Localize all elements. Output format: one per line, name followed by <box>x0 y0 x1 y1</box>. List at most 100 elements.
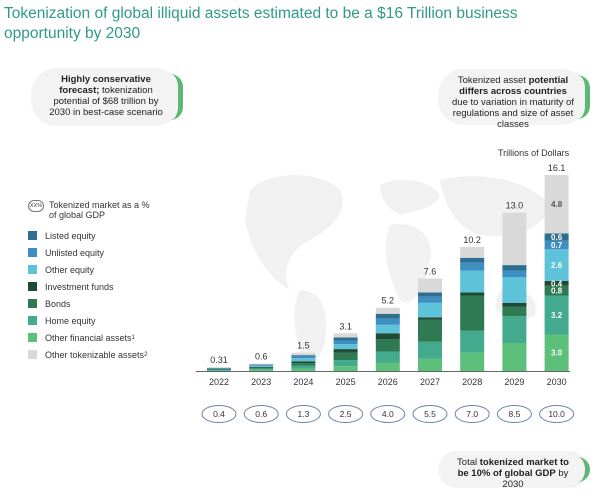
legend-item: Listed equity <box>28 227 159 244</box>
bar-segment-listed-equity <box>291 355 316 357</box>
legend-swatch <box>28 350 37 359</box>
bar-segment-other-tokenizable-assets <box>418 278 442 293</box>
legend-swatch <box>28 282 37 291</box>
callout-bottom-post: by 2030 <box>502 468 569 490</box>
bar-segment-other-equity <box>375 324 400 334</box>
bar-segment-other-tokenizable-assets <box>460 246 485 258</box>
bar-segment-other-tokenizable-assets <box>544 175 569 234</box>
bar-segment-home-equity <box>460 330 485 353</box>
bar-segment-home-equity <box>249 368 274 370</box>
bar-segment-unlisted-equity <box>375 318 400 325</box>
x-tick-label: 2028 <box>462 377 482 387</box>
bar-total-label: 13.0 <box>506 201 524 211</box>
bar-segment-investment-funds <box>502 302 527 307</box>
gdp-percent-oval <box>370 405 406 423</box>
bar-total-label: 0.6 <box>255 352 268 362</box>
bar-segment-home-equity <box>207 369 231 371</box>
bar-segment-other-financial-assets <box>418 358 442 371</box>
callout-left-bold: Highly conservative forecast; <box>59 74 151 96</box>
legend-swatch <box>28 231 37 240</box>
bar-segment-other-equity <box>460 270 485 293</box>
x-tick-label: 2024 <box>293 377 313 387</box>
bar-segment-bonds <box>333 352 358 361</box>
bar-segment-other-tokenizable-assets <box>207 367 231 368</box>
bar-total-label: 0.31 <box>210 355 228 365</box>
legend-swatch <box>28 299 37 308</box>
bar-segment-other-financial-assets <box>207 370 231 371</box>
gdp-percent-label: 1.3 <box>297 409 309 419</box>
bar-segment-investment-funds <box>249 366 274 368</box>
gdp-percent-badge-icon: XX% <box>28 200 44 212</box>
bar-segment-other-tokenizable-assets <box>502 212 527 266</box>
legend-label: Other equity <box>45 264 95 275</box>
legend-items: Listed equity Unlisted equity Other equity… <box>28 227 159 363</box>
gdp-percent-label: 0.4 <box>213 409 225 419</box>
bar-segment-home-equity <box>502 316 527 343</box>
bar-segment-investment-funds <box>333 349 358 353</box>
bar-segment-bonds <box>460 295 485 331</box>
legend-footnote-marker: 1 <box>131 334 135 341</box>
x-tick-label: 2022 <box>209 377 229 387</box>
x-tick-label: 2023 <box>251 377 271 387</box>
callout-left-text: tokenization potential of $68 trillion b… <box>49 85 163 118</box>
bar-segment-home-equity <box>418 341 442 359</box>
bar-segment-bonds <box>291 363 316 366</box>
bar-segment-listed-equity <box>460 257 485 263</box>
bar-segment-other-financial-assets <box>502 343 527 371</box>
legend-swatch <box>28 316 37 325</box>
legend-header: XX% Tokenized market as a % of global GD… <box>28 200 159 220</box>
bar-segment-other-financial-assets <box>544 334 569 371</box>
bar-segment-unlisted-equity <box>502 270 527 278</box>
gdp-percent-label: 2.5 <box>340 409 352 419</box>
bar-segment-home-equity <box>333 360 358 367</box>
legend-item: Bonds <box>28 295 159 312</box>
segment-value-label: 4.8 <box>551 200 563 209</box>
bar-segment-listed-equity <box>207 367 231 369</box>
bar-segment-listed-equity <box>333 337 358 341</box>
bar-segment-other-financial-assets <box>249 369 274 371</box>
legend-header-text: Tokenized market as a % of global GDP <box>49 200 150 220</box>
bar-segment-listed-equity <box>418 292 442 297</box>
bar-total-label: 1.5 <box>297 341 310 351</box>
callout-total-market: Total tokenized market to be 10% of glob… <box>438 451 590 490</box>
legend-item: Home equity <box>28 312 159 329</box>
segment-value-label: 0.6 <box>551 233 563 242</box>
bar-segment-other-tokenizable-assets <box>333 333 358 338</box>
bar-segment-unlisted-equity <box>544 240 569 250</box>
callout-conservative-forecast: Highly conservative forecast; tokenizati… <box>31 68 183 126</box>
bar-segment-other-tokenizable-assets <box>291 352 316 356</box>
bar-total-label: 10.2 <box>463 235 481 245</box>
bar-segment-other-financial-assets <box>375 362 400 371</box>
legend-label: Other tokenizable assets <box>45 349 145 360</box>
legend-swatch <box>28 265 37 274</box>
legend-swatch <box>28 333 37 342</box>
legend-label: Home equity <box>45 315 96 326</box>
bar-total-label: 7.6 <box>424 266 437 276</box>
bar-segment-listed-equity <box>249 364 274 366</box>
gdp-percent-oval <box>285 405 321 423</box>
bar-segment-bonds <box>544 285 569 296</box>
gdp-percent-label: 7.0 <box>466 409 478 419</box>
bar-segment-investment-funds <box>460 292 485 296</box>
bar-segment-unlisted-equity <box>460 262 485 271</box>
segment-value-label: 3.2 <box>551 311 563 320</box>
gdp-percent-oval <box>328 405 364 423</box>
segment-value-label: 3.0 <box>551 349 563 358</box>
gdp-percent-oval <box>412 405 448 423</box>
legend-item: Unlisted equity <box>28 244 159 261</box>
bar-segment-other-equity <box>333 344 358 350</box>
legend-item: Other tokenizable assets 2 <box>28 346 159 363</box>
callout-right-pre: Tokenized asset <box>457 75 529 86</box>
x-tick-label: 2026 <box>378 377 398 387</box>
callout-country-potential: Tokenized asset potential differs across… <box>438 69 590 130</box>
bar-segment-investment-funds <box>375 333 400 340</box>
callout-right-post: due to variation in maturity of regulati… <box>452 97 574 130</box>
legend-label: Unlisted equity <box>45 247 105 258</box>
bar-segment-bonds <box>418 319 442 342</box>
legend-footnote-marker: 2 <box>144 351 148 358</box>
bar-segment-unlisted-equity <box>291 356 316 359</box>
bar-segment-unlisted-equity <box>418 296 442 303</box>
gdp-percent-oval <box>243 405 279 423</box>
legend-label: Listed equity <box>45 230 96 241</box>
bar-segment-bonds <box>375 339 400 352</box>
